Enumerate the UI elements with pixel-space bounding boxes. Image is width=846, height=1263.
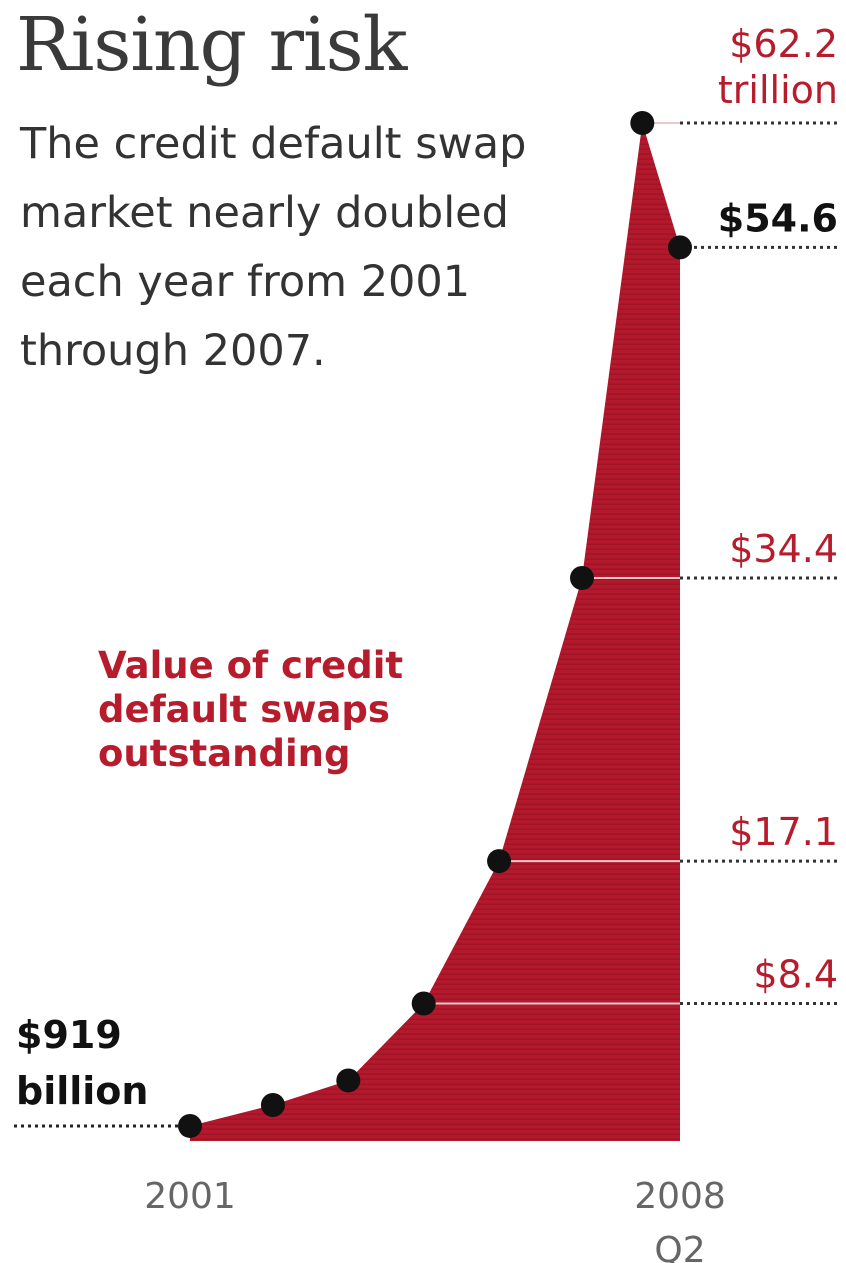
value-label: trillion (718, 68, 838, 112)
data-point (487, 849, 512, 874)
data-point (630, 111, 655, 135)
chart-subtitle: The credit default swap market nearly do… (20, 119, 527, 376)
value-label: $919 (16, 1013, 122, 1057)
data-point (668, 235, 692, 260)
area-fill (190, 123, 680, 1141)
value-label: $34.4 (729, 527, 838, 571)
value-label: $62.2 (729, 22, 838, 66)
x-tick-label: 2001 (144, 1176, 236, 1217)
data-point (260, 1092, 285, 1117)
data-point (336, 1068, 361, 1093)
chart-title: Rising risk (16, 2, 407, 88)
x-tick-label: 2008 (634, 1176, 726, 1217)
series-label: Value of credit default swaps outstandin… (98, 644, 404, 775)
value-label: $8.4 (753, 953, 838, 997)
data-point (570, 565, 594, 590)
value-label: billion (16, 1069, 148, 1113)
x-tick-label: Q2 (654, 1230, 705, 1263)
data-point (178, 1113, 202, 1138)
value-label: $17.1 (729, 810, 838, 854)
value-label: $54.6 (718, 196, 838, 240)
data-point (411, 991, 436, 1016)
